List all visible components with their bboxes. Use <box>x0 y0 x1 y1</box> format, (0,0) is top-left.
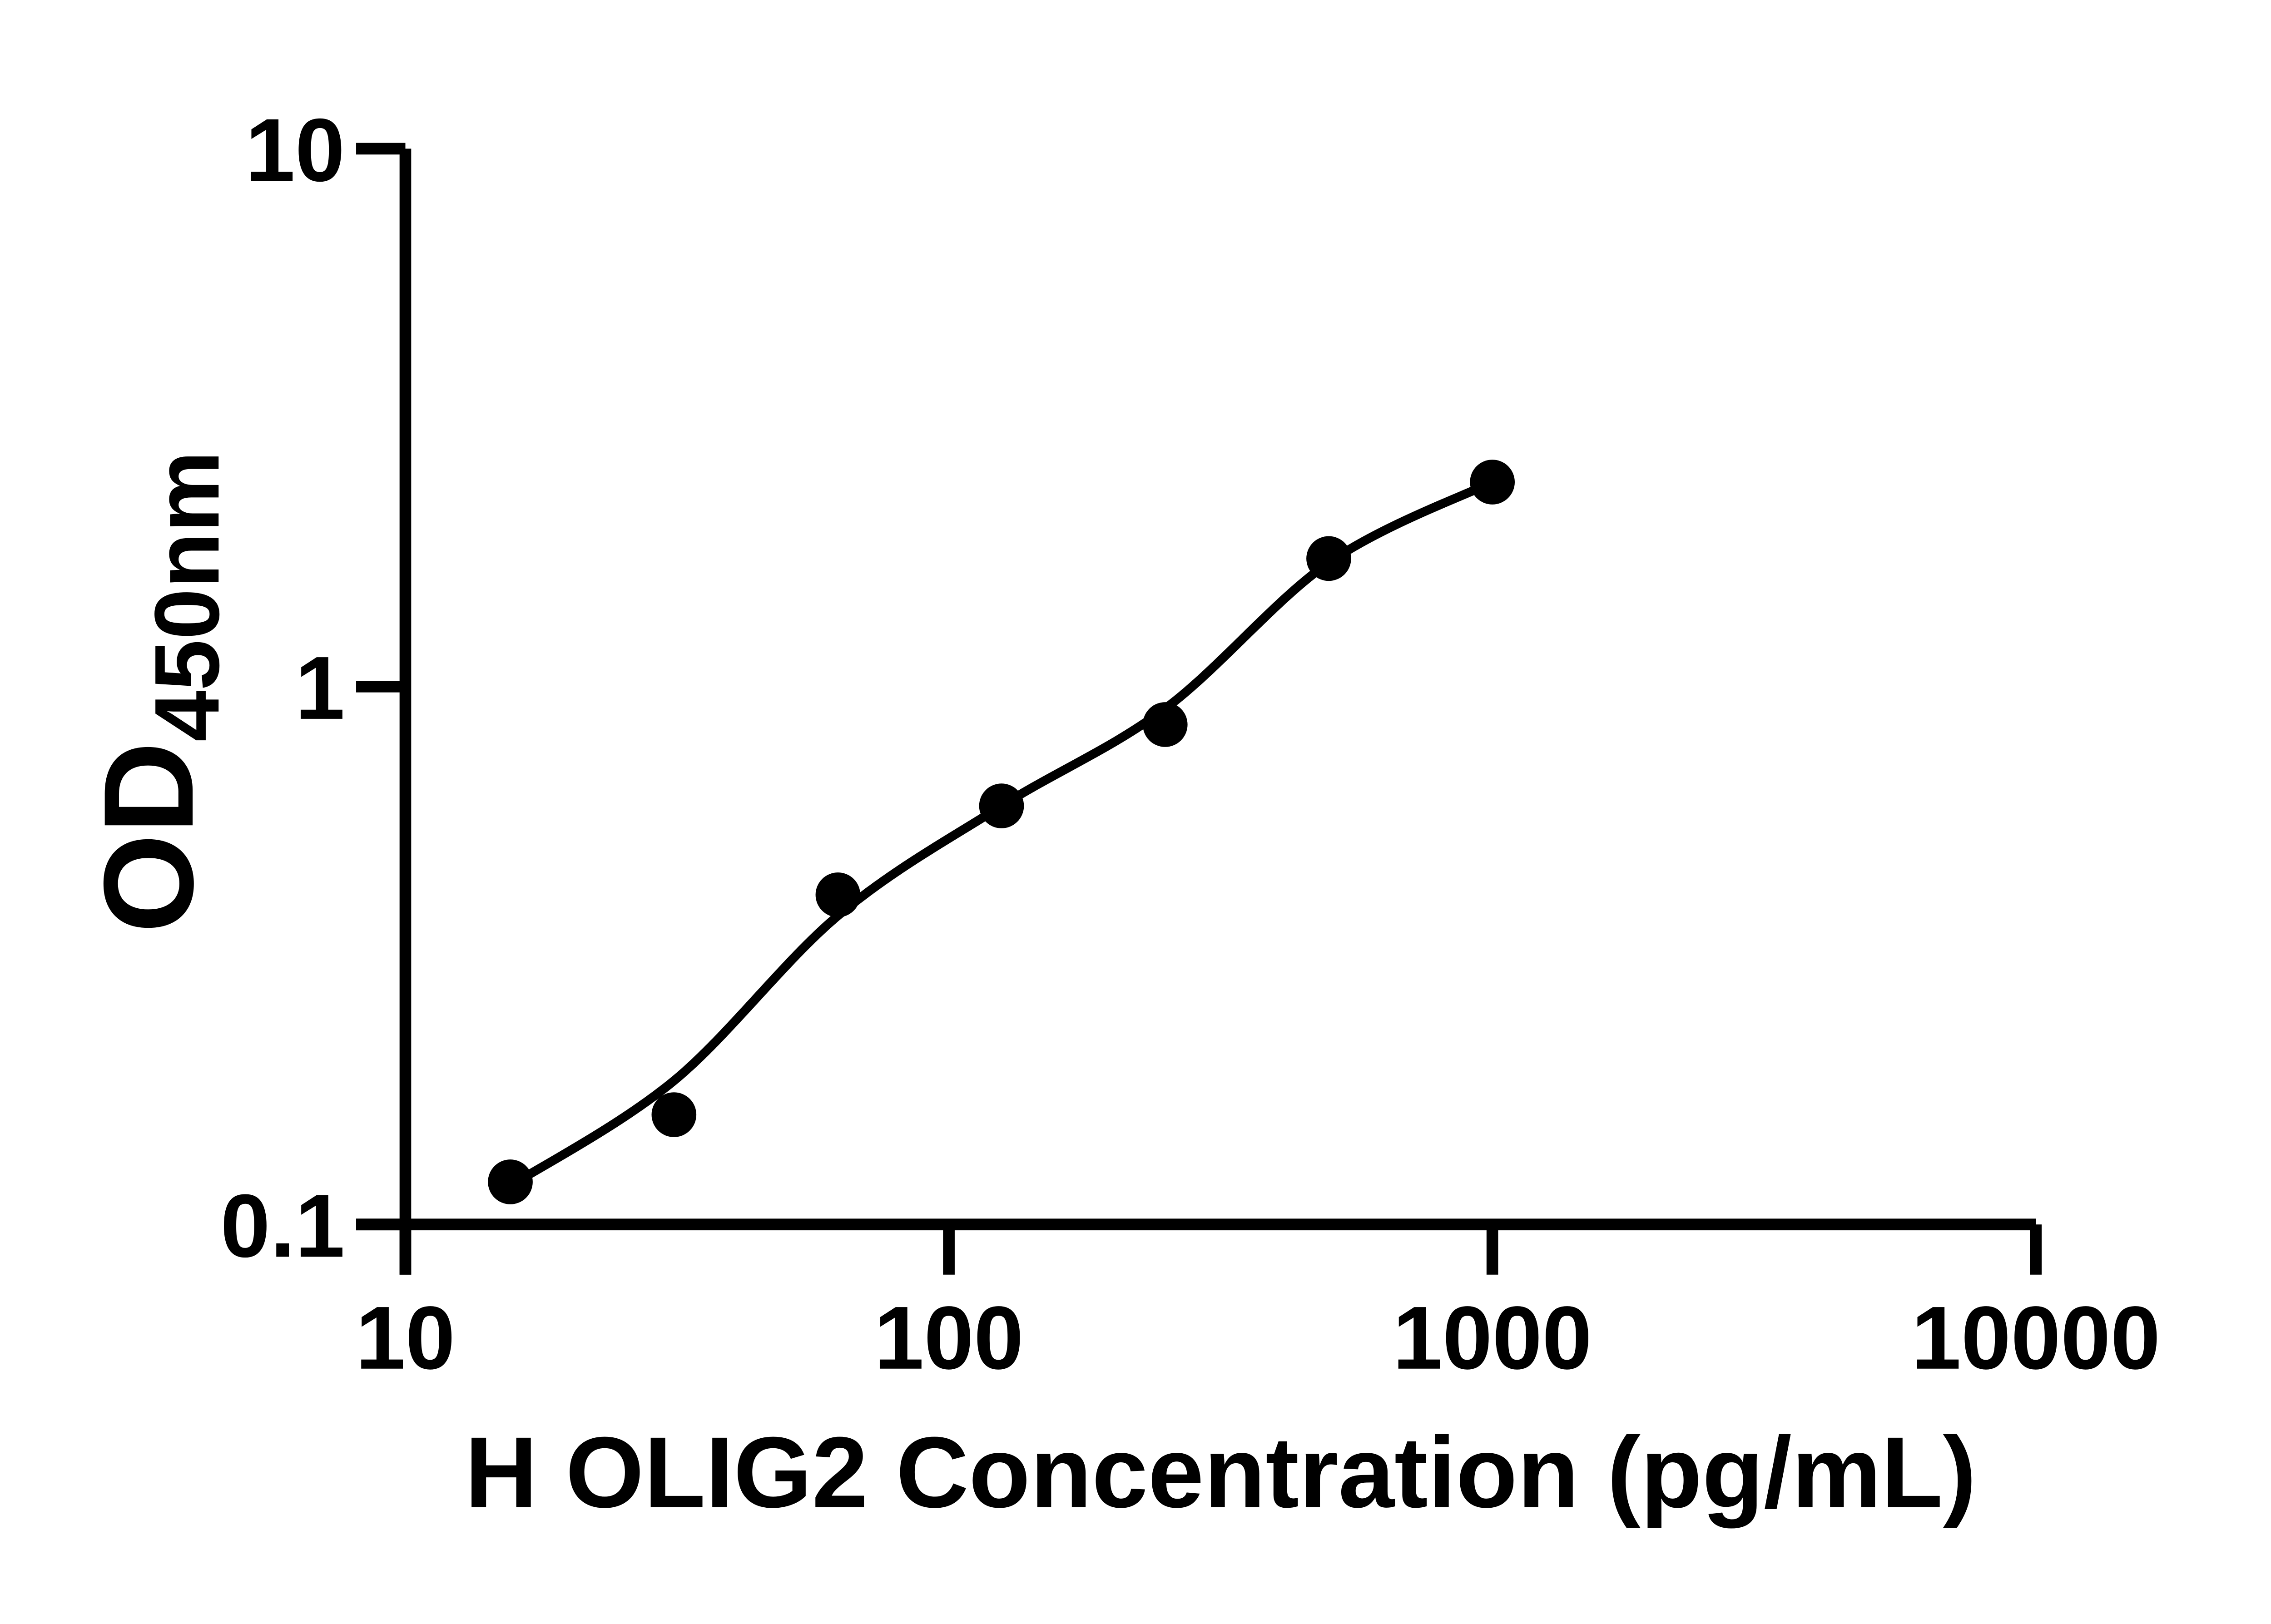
fit-curve-layer <box>506 477 1497 1191</box>
y-tick-label: 1 <box>295 638 345 738</box>
data-point-6 <box>1306 536 1351 581</box>
data-points-layer <box>488 460 1515 1204</box>
x-axis-title: H OLIG2 Concentration (pg/mL) <box>465 1416 1976 1529</box>
data-point-7 <box>1470 460 1515 505</box>
y-tick-label: 0.1 <box>220 1175 345 1276</box>
fit-curve <box>506 477 1497 1191</box>
data-point-2 <box>651 1092 697 1137</box>
y-axis-title-base: OD <box>77 742 220 933</box>
y-tick-label: 10 <box>245 99 345 200</box>
data-point-1 <box>488 1159 533 1204</box>
data-point-4 <box>979 783 1024 828</box>
x-tick-label: 1000 <box>1393 1287 1592 1388</box>
data-point-5 <box>1142 702 1188 747</box>
x-tick-label: 10 <box>356 1287 455 1388</box>
x-tick-label: 100 <box>874 1287 1024 1388</box>
y-axis-title-subscript: 450nm <box>135 451 238 742</box>
y-axis-title: OD450nm <box>77 451 238 933</box>
x-tick-label: 10000 <box>1911 1287 2160 1388</box>
axes-layer <box>356 143 2042 1275</box>
data-point-3 <box>815 872 861 917</box>
